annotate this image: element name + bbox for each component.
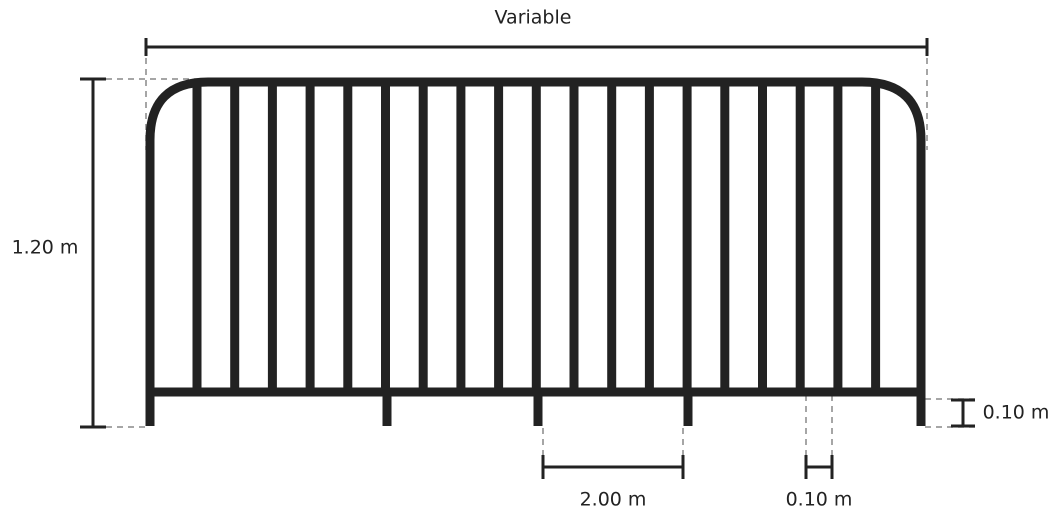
guides bbox=[106, 58, 975, 470]
bar-spacing-label: 0.10 m bbox=[786, 489, 853, 511]
foot-height-label: 0.10 m bbox=[983, 402, 1050, 424]
vertical-bars bbox=[192, 82, 881, 392]
dimension-lines bbox=[80, 38, 975, 479]
barrier-frame bbox=[145, 77, 926, 426]
width-label: Variable bbox=[495, 7, 572, 29]
foot-spacing-label: 2.00 m bbox=[580, 489, 647, 511]
height-label: 1.20 m bbox=[12, 237, 79, 259]
